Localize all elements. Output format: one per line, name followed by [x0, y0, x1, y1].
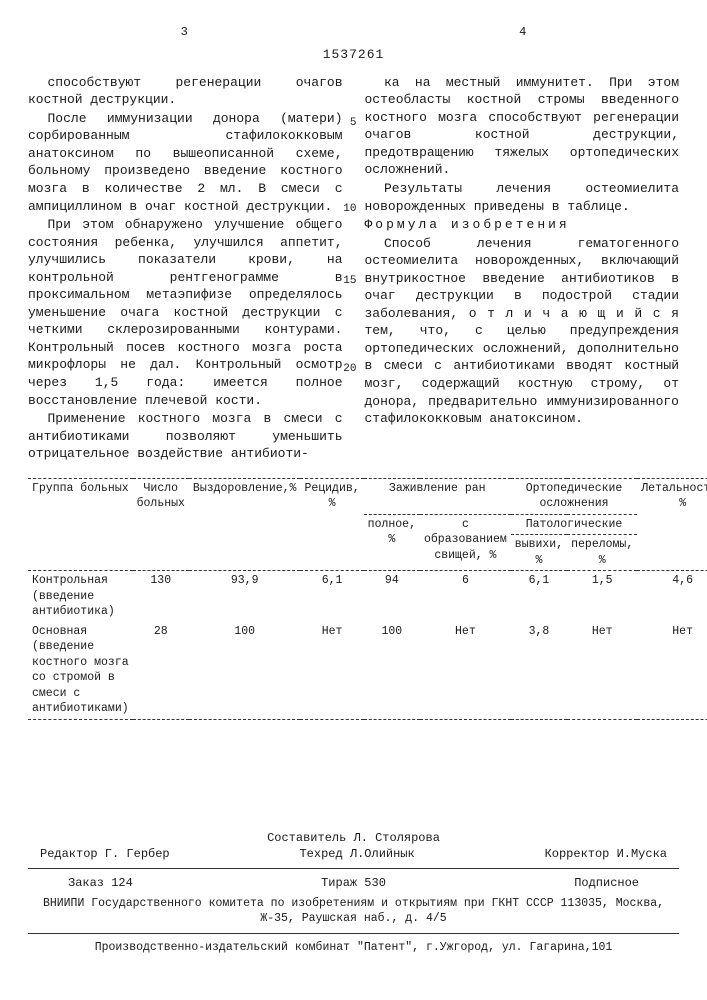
cell: 1,5: [567, 571, 637, 622]
cell: 4,6: [637, 571, 707, 622]
cell: Нет: [300, 622, 363, 720]
para: Применение костного мозга в смеси с анти…: [28, 410, 343, 463]
publisher-block: Составитель Л. Столярова Редактор Г. Гер…: [28, 830, 679, 955]
cell-group: Основная (введение костного мозга со стр…: [28, 622, 133, 720]
cell: 3,8: [511, 622, 567, 720]
cell: Нет: [420, 622, 511, 720]
th-lethal: Летальность, %: [637, 478, 707, 571]
left-column: способствуют регенерации очагов костной …: [28, 74, 343, 464]
plant: Производственно-издательский комбинат "П…: [28, 940, 679, 956]
para: При этом обнаружено улучшение общего сос…: [28, 216, 343, 409]
cell: 93,9: [189, 571, 301, 622]
patent-number: 1537261: [28, 46, 679, 64]
page-num-left: 3: [28, 24, 340, 40]
compiler: Составитель Л. Столярова: [28, 830, 679, 846]
results-table: Группа больных Число больных Выздоровлен…: [28, 478, 707, 720]
editor: Редактор Г. Гербер: [40, 846, 170, 862]
cell-group: Контрольная (введение антибиотика): [28, 571, 133, 622]
cell: Нет: [637, 622, 707, 720]
para: ка на местный иммунитет. При этом остеоб…: [365, 74, 680, 179]
subscription: Подписное: [574, 875, 639, 891]
para: После иммунизации донора (матери) сорбир…: [28, 110, 343, 215]
tirage: Тираж 530: [321, 875, 386, 891]
th-heal-full: полное, %: [364, 514, 420, 571]
formula-heading: Формула изобретения: [365, 216, 680, 234]
line-num: 10: [343, 202, 356, 217]
para: Результаты лечения остеомиелита новорожд…: [365, 180, 680, 215]
th-heal: Заживление ран: [364, 478, 511, 514]
cell: 28: [133, 622, 189, 720]
vniipi: ВНИИПИ Государственного комитета по изоб…: [28, 896, 679, 927]
cell: 6: [420, 571, 511, 622]
th-fract: переломы, %: [567, 535, 637, 571]
cell: 94: [364, 571, 420, 622]
cell: 100: [364, 622, 420, 720]
th-disloc: вывихи, %: [511, 535, 567, 571]
para: Способ лечения гематогенного остеомиелит…: [365, 235, 680, 428]
cell: Нет: [567, 622, 637, 720]
th-ortho: Ортопедические осложнения: [511, 478, 637, 514]
line-num: 20: [343, 362, 356, 377]
th-heal-fist: с образованием свищей, %: [420, 514, 511, 571]
cell: 6,1: [511, 571, 567, 622]
th-path: Патологические: [511, 514, 637, 535]
table-row: Основная (введение костного мозга со стр…: [28, 622, 707, 720]
page-numbers: 3 4: [28, 24, 679, 40]
th-recov: Выздоровление,%: [189, 478, 301, 571]
right-column: ка на местный иммунитет. При этом остеоб…: [365, 74, 680, 464]
techred: Техред Л.Олийнык: [299, 846, 414, 862]
corrector: Корректор И.Муска: [545, 846, 667, 862]
th-recid: Рецидив, %: [300, 478, 363, 571]
para: способствуют регенерации очагов костной …: [28, 74, 343, 109]
text-columns: способствуют регенерации очагов костной …: [28, 74, 679, 464]
cell: 6,1: [300, 571, 363, 622]
cell: 130: [133, 571, 189, 622]
th-count: Число больных: [133, 478, 189, 571]
cell: 100: [189, 622, 301, 720]
line-num: 5: [350, 116, 357, 131]
page-num-right: 4: [367, 24, 679, 40]
th-group: Группа больных: [28, 478, 133, 571]
line-num: 15: [343, 274, 356, 289]
order-no: Заказ 124: [68, 875, 133, 891]
table-row: Контрольная (введение антибиотика) 130 9…: [28, 571, 707, 622]
